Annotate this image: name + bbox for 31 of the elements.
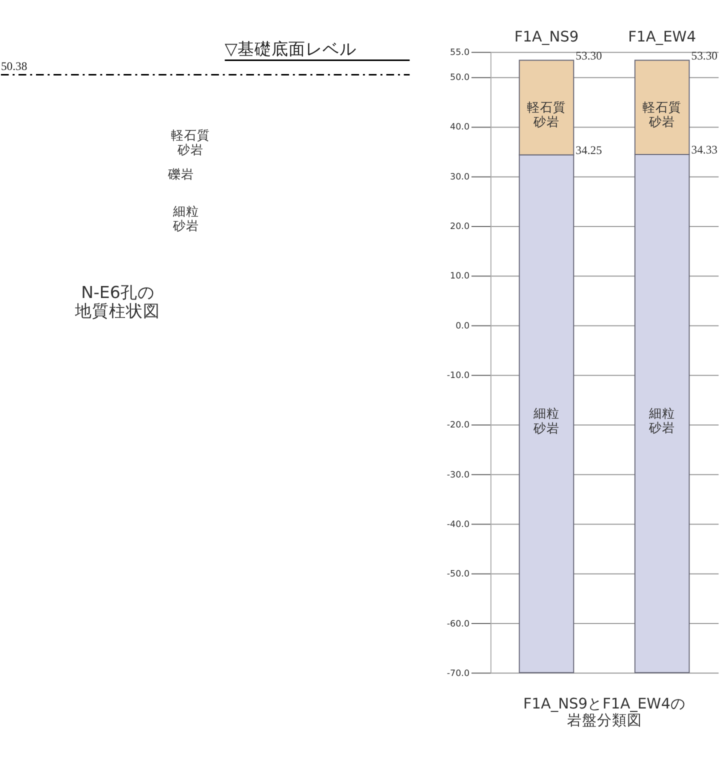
y-tick-label: 10.0 [450,272,470,282]
series-label: 細粒砂岩 [532,406,560,436]
y-tick-label: -50.0 [446,570,470,580]
text: 軽石質砂岩 [171,127,210,158]
y-tick-label: 50.0 [450,73,470,84]
text: 細粒砂岩 [172,203,199,233]
y-tick-label: -40.0 [446,520,470,530]
y-tick-label: 40.0 [450,122,470,133]
y-tick-label: 30.0 [450,172,470,182]
x-tick-label: F1A_EW4 [628,28,696,46]
annotation: 53.30 [691,49,718,62]
text: N-E6孔の地質柱状図 [74,283,160,321]
y-tick-label: -60.0 [446,619,470,630]
annotation: 軽石質砂岩 [642,99,682,129]
y-tick-label: -70.0 [446,669,470,680]
annotation: 53.30 [576,49,602,62]
series-label: 軽石質砂岩 [526,99,566,130]
annotation: 34.33 [691,144,718,157]
y-tick-label: 55.0 [450,48,470,58]
y-tick-label: -30.0 [446,470,470,480]
y-tick-label: 0.0 [456,321,470,332]
y-tick-label: -20.0 [446,420,470,431]
ref-line-label: 50.38 [0,60,28,73]
annotation: 細粒砂岩 [648,405,676,436]
y-tick-label: 20.0 [450,222,470,232]
text: 礫岩 [166,166,194,182]
y-tick-label: -10.0 [446,371,470,382]
x-tick-label: F1A_NS9 [514,28,579,46]
ref-line-label: ▽基礎底面レベル [224,39,356,58]
annotation: 34.25 [576,144,602,157]
text: F1A_NS9とF1A_EW4の岩盤分類図 [523,696,686,730]
